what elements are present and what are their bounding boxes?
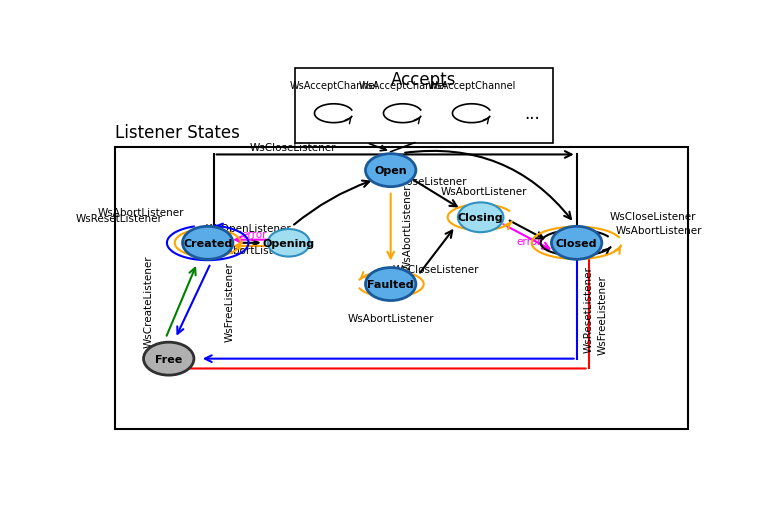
Text: WsAbortListener: WsAbortListener — [348, 314, 434, 324]
Text: WsAcceptChannel: WsAcceptChannel — [358, 80, 447, 91]
Text: WsCloseListener: WsCloseListener — [392, 265, 479, 275]
Text: WsCloseListener: WsCloseListener — [250, 143, 336, 153]
Text: WsAcceptChannel: WsAcceptChannel — [427, 80, 515, 91]
Text: Closing: Closing — [458, 213, 503, 223]
Text: WsAbortListener: WsAbortListener — [440, 186, 527, 196]
Text: WsCloseListener: WsCloseListener — [380, 177, 467, 186]
Circle shape — [551, 227, 602, 260]
Circle shape — [458, 203, 503, 233]
Text: Faulted: Faulted — [368, 279, 414, 290]
Text: WsAcceptChannel: WsAcceptChannel — [289, 80, 378, 91]
Text: Closed: Closed — [556, 238, 598, 248]
Text: WsOpenListener: WsOpenListener — [205, 223, 291, 234]
Text: WsCreateListener: WsCreateListener — [144, 255, 154, 347]
Circle shape — [183, 227, 233, 260]
Text: Listener States: Listener States — [115, 124, 240, 142]
Text: WsAbortListener: WsAbortListener — [402, 184, 413, 271]
Text: error: error — [241, 230, 267, 239]
Text: Accepts: Accepts — [391, 71, 457, 89]
Text: WsCloseListener: WsCloseListener — [610, 212, 696, 222]
Circle shape — [365, 268, 416, 301]
Text: Opening: Opening — [262, 238, 315, 248]
Text: Created: Created — [183, 238, 232, 248]
Text: WsFreeListener: WsFreeListener — [598, 274, 608, 354]
FancyBboxPatch shape — [295, 69, 553, 144]
Circle shape — [143, 343, 194, 376]
Text: WsAbortListener: WsAbortListener — [211, 245, 297, 255]
Text: WsAbortListener: WsAbortListener — [98, 208, 183, 218]
Text: Open: Open — [375, 166, 407, 176]
Circle shape — [268, 230, 310, 257]
Text: error: error — [516, 237, 541, 247]
Text: WsResetListener: WsResetListener — [584, 266, 594, 353]
FancyBboxPatch shape — [115, 147, 687, 430]
Text: ...: ... — [524, 105, 539, 123]
Circle shape — [365, 154, 416, 187]
Text: WsFreeListener: WsFreeListener — [224, 261, 235, 341]
Text: Free: Free — [155, 354, 183, 364]
Text: WsAbortListener: WsAbortListener — [615, 225, 702, 236]
Text: WsResetListener: WsResetListener — [76, 214, 163, 224]
